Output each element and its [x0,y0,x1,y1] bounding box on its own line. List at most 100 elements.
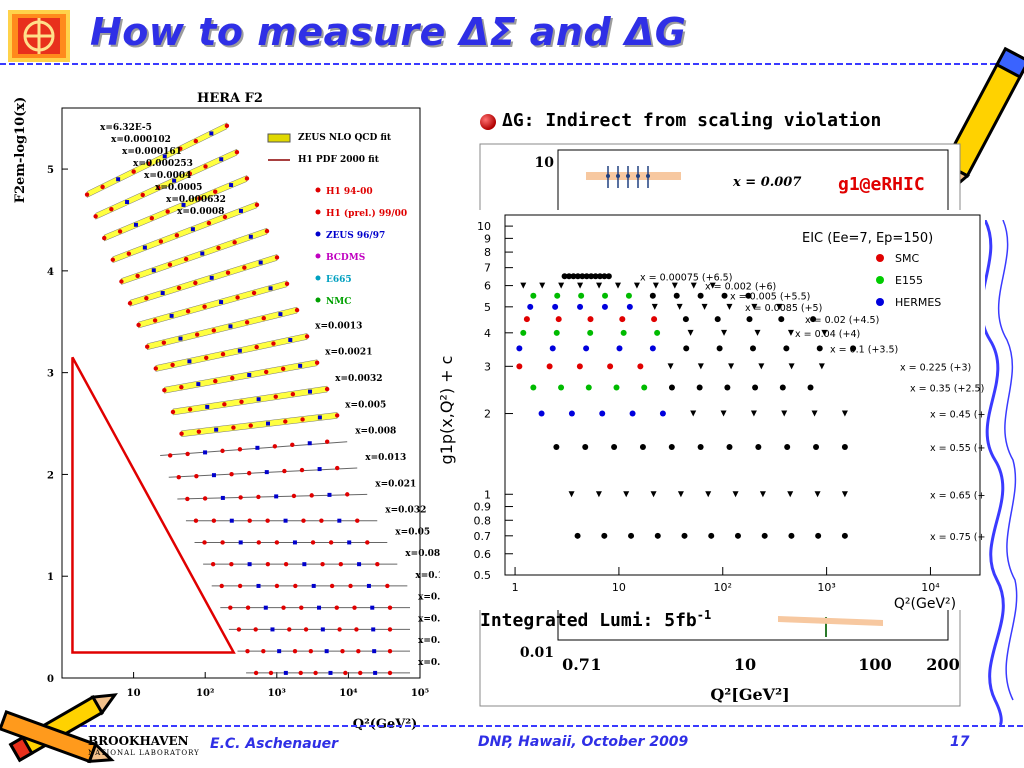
g1-data-point [520,282,527,289]
hera-data-point [222,402,227,407]
hera-legend-swatch [315,253,321,259]
hera-data-point [282,468,287,474]
g1-data-point [813,444,820,451]
g1-ytick-label: 0.7 [474,530,492,543]
g1-bin-label: x = 0.225 (+3) [900,362,971,373]
hera-data-point [219,583,224,589]
g1-data-point [697,292,704,299]
hera-data-point [300,417,305,422]
hera-data-point [228,324,233,329]
hera-data-point [385,583,390,589]
hera-data-point [274,255,280,260]
g1-data-point [788,532,795,539]
hera-data-point [153,366,158,371]
hera-bin-label: x=0.13 [415,571,440,581]
hera-bin-label: x=0.65 [418,658,440,668]
hera-ytick-label: 1 [47,572,54,583]
bg-point [636,174,640,178]
hera-data-point [231,425,236,430]
hera-data-point [220,352,226,357]
hera-data-point [274,494,279,499]
g1-data-point [787,329,794,336]
hera-data-point [149,215,155,221]
g1-data-point [649,292,656,299]
brookhaven-logo: BROOKHAVEN NATIONAL LABORATORY [88,734,203,766]
hera-data-point [301,518,306,523]
hera-data-point [142,245,147,250]
hera-bin-label: x=0.0032 [335,374,382,384]
hera-data-point [343,670,348,676]
hera-data-point [211,328,217,333]
g1-data-point [761,532,768,539]
hera-data-point [271,341,276,346]
g1-xtick-label: 10³ [817,581,835,594]
hera-data-point [320,561,325,567]
g1-xlabel: Q²(GeV²) [894,596,956,610]
hera-data-point [237,447,243,452]
hera-data-point [210,561,216,567]
hera-data-point [348,583,353,589]
hera-data-point [357,562,362,567]
hera-data-point [309,493,314,498]
hera-title: HERA F2 [197,91,263,106]
g1-ytick-label: 1 [484,488,491,501]
g1-data-point [781,410,788,417]
footer-author: E.C. Aschenauer [210,736,339,752]
hera-bin-label: x=0.000253 [133,159,193,169]
g1-data-point [667,363,674,370]
hera-data-point [307,441,312,446]
g1-bin-label: x = 0.005 (+5.5) [730,292,810,303]
g1-data-point [629,410,636,417]
g1-data-point [561,273,568,280]
hera-data-point [187,359,192,364]
hera-data-point [187,171,193,176]
hera-data-point [238,208,243,213]
hera-data-point [335,465,340,471]
hera-data-point [268,286,273,291]
g1-data-point [784,444,791,451]
g1-data-point [587,329,594,336]
g1-data-point [721,329,728,336]
g1-data-point [599,410,606,417]
hera-data-point [136,322,141,328]
hera-legend-swatch [315,297,321,303]
lumi-exponent: -1 [696,608,712,622]
g1-data-point [749,345,756,352]
hera-data-point [324,386,330,392]
g1-data-point [716,345,723,352]
g1-data-point [558,282,565,289]
g1-data-point [570,273,577,280]
slide-logo [8,10,70,62]
hera-data-point [281,605,286,610]
g1-data-point [639,444,646,451]
hera-data-point [172,178,177,183]
g1-data-point [552,303,559,310]
g1-data-point [520,329,527,336]
hera-legend-swatch [315,209,321,215]
g1-data-point [776,303,783,310]
g1-data-point [818,363,825,370]
hera-data-point [261,648,266,654]
hera-data-point [229,561,234,567]
hera-data-point [274,583,280,589]
g1-data-point [815,532,822,539]
g1-xtick-label: 10⁴ [921,581,940,594]
g1-data-point [732,491,739,498]
g1-data-point [601,273,608,280]
hera-data-point [193,138,199,144]
hera-data-point [314,360,320,365]
g1-data-point [709,282,716,289]
g1-data-point [816,345,823,352]
hera-data-point [202,540,207,545]
g1-data-point [654,532,661,539]
hera-data-point [229,471,234,477]
hera-data-point [147,161,152,167]
g1-data-point [821,329,828,336]
hera-data-point [179,431,184,436]
g1-ylabel: g1p(x,Q²) + c [440,356,456,465]
hera-data-point [334,413,340,418]
g1-ytick-label: 0.9 [474,501,492,514]
hera-data-point [185,309,191,314]
hera-legend-label: H1 94-00 [326,187,373,197]
bg-band [778,616,883,626]
